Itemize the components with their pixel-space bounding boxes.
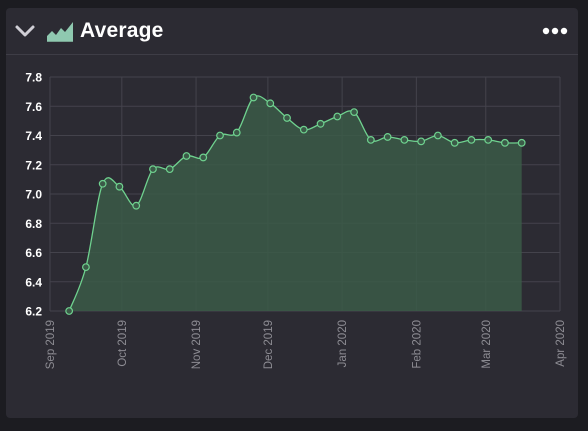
data-point [450, 138, 459, 147]
data-point [467, 135, 476, 144]
area-chart-icon [46, 20, 74, 42]
data-point [366, 135, 375, 144]
more-horizontal-icon[interactable] [542, 22, 568, 40]
data-point [316, 119, 325, 128]
x-tick-label: Sep 2019 [45, 320, 57, 369]
data-point [65, 307, 74, 315]
data-point [199, 153, 208, 162]
area-fill [69, 95, 522, 312]
widget-title: Average [80, 19, 164, 42]
data-point [82, 263, 90, 272]
data-point [417, 137, 426, 146]
series-line [68, 95, 522, 312]
data-point [149, 165, 157, 174]
y-tick-label: 6.6 [25, 246, 42, 260]
chevron-down-icon[interactable] [14, 20, 36, 42]
y-tick-label: 7.2 [25, 158, 42, 172]
x-tick-label: Jan 2020 [337, 320, 349, 367]
y-tick-label: 6.8 [25, 217, 42, 231]
data-point [501, 138, 509, 147]
data-point [383, 133, 392, 141]
x-tick-label: Feb 2020 [411, 320, 423, 369]
data-point [333, 112, 342, 121]
data-point [350, 108, 358, 116]
data-point [249, 93, 258, 102]
data-point [484, 135, 493, 144]
x-tick-label: Dec 2019 [263, 320, 275, 369]
y-tick-label: 7.8 [25, 71, 42, 85]
x-tick-label: Apr 2020 [555, 320, 567, 367]
y-tick-label: 6.2 [25, 305, 42, 319]
data-point [266, 99, 275, 108]
y-tick-label: 7.0 [25, 188, 42, 202]
data-point [400, 135, 409, 144]
data-point [232, 128, 241, 137]
data-point [182, 152, 191, 160]
x-tick-label: Mar 2020 [481, 320, 493, 369]
data-point [216, 131, 224, 140]
data-point [433, 131, 442, 140]
data-point [98, 179, 107, 188]
y-tick-label: 7.6 [25, 100, 42, 114]
data-point [132, 201, 141, 210]
data-point [165, 165, 174, 174]
data-point [115, 182, 124, 191]
x-tick-label: Nov 2019 [191, 320, 203, 369]
widget-header: Average [6, 8, 578, 55]
y-tick-label: 6.4 [25, 275, 42, 289]
y-tick-label: 7.4 [25, 129, 42, 143]
data-point [517, 138, 526, 147]
x-tick-label: Oct 2019 [117, 320, 129, 367]
data-point [283, 114, 291, 122]
data-point [299, 125, 308, 134]
